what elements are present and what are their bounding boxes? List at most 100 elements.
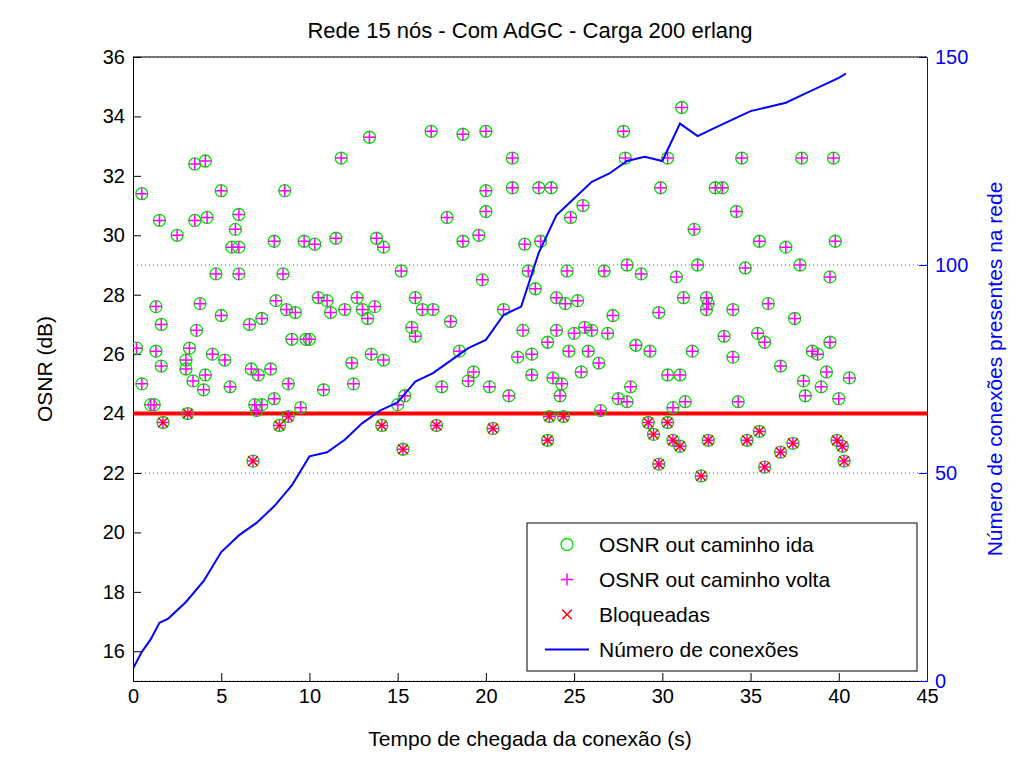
point: [432, 421, 442, 431]
tick: 20: [475, 673, 497, 707]
point: [635, 268, 647, 280]
point: [275, 421, 285, 431]
point: [318, 384, 330, 396]
point: [256, 312, 268, 324]
point: [612, 393, 624, 405]
point: [283, 412, 293, 422]
point: [416, 304, 428, 316]
tick: 50: [919, 462, 957, 484]
legend-label: Número de conexões: [599, 638, 799, 661]
point: [730, 206, 742, 218]
point: [547, 372, 559, 384]
chart: 0510152025303540451618202224262830323436…: [0, 0, 1024, 768]
legend-symbol: [561, 574, 573, 586]
title: Rede 15 nós - Com AdGC - Carga 200 erlan…: [307, 18, 752, 43]
series: [158, 409, 849, 481]
point: [487, 422, 499, 434]
point: [191, 324, 203, 336]
point: [436, 381, 448, 393]
point: [642, 416, 654, 428]
point: [182, 408, 194, 420]
point: [794, 259, 806, 271]
point: [545, 182, 557, 194]
point: [695, 470, 707, 482]
tick-mark: [133, 473, 141, 474]
point: [150, 301, 162, 313]
point: [727, 351, 739, 363]
tick-mark: [133, 176, 141, 177]
tick: 35: [740, 673, 762, 707]
point: [286, 333, 298, 345]
point: [215, 310, 227, 322]
tick-mark: [133, 116, 141, 117]
point: [351, 292, 363, 304]
point: [787, 437, 799, 449]
point: [189, 214, 201, 226]
point: [794, 259, 806, 271]
tick-label: 25: [563, 685, 585, 707]
point: [836, 440, 848, 452]
point: [630, 339, 642, 351]
point: [312, 292, 324, 304]
point: [526, 369, 538, 381]
point: [519, 238, 531, 250]
point: [595, 405, 607, 417]
point: [370, 232, 382, 244]
point: [533, 182, 545, 194]
point: [732, 396, 744, 408]
point: [572, 295, 584, 307]
point: [788, 438, 798, 448]
point: [480, 185, 492, 197]
point: [425, 125, 437, 137]
y2-axis: 050100150: [919, 46, 968, 692]
point: [759, 461, 771, 473]
point: [618, 125, 630, 137]
point: [739, 262, 751, 274]
point: [670, 271, 682, 283]
point: [256, 312, 268, 324]
point: [503, 390, 515, 402]
point: [219, 354, 231, 366]
tick-label: 10: [299, 685, 321, 707]
point: [563, 345, 575, 357]
point: [543, 411, 555, 423]
point: [457, 235, 469, 247]
point: [194, 298, 206, 310]
point: [378, 241, 390, 253]
plot-area: 0510152025303540451618202224262830323436…: [103, 46, 969, 707]
point: [667, 434, 679, 446]
point: [363, 131, 375, 143]
legend-symbol: [561, 539, 573, 551]
series: [133, 102, 855, 482]
point: [787, 437, 799, 449]
tick: 15: [387, 673, 409, 707]
point: [674, 440, 686, 452]
y2-axis-title: Número de conexões presentes na rede: [983, 182, 1006, 557]
point: [233, 268, 245, 280]
point: [457, 235, 469, 247]
point: [206, 348, 218, 360]
tick-label: 26: [103, 343, 125, 365]
point: [727, 351, 739, 363]
point: [533, 182, 545, 194]
point: [251, 405, 263, 417]
point: [517, 324, 529, 336]
point: [252, 369, 264, 381]
tick-label: 15: [387, 685, 409, 707]
point: [542, 336, 554, 348]
tick: 32: [103, 165, 141, 187]
point: [582, 345, 594, 357]
point: [836, 440, 848, 452]
point: [753, 235, 765, 247]
point: [577, 200, 589, 212]
tick-mark: [133, 651, 141, 652]
point: [183, 342, 195, 354]
point: [586, 324, 598, 336]
point: [799, 390, 811, 402]
point: [289, 307, 301, 319]
point: [812, 348, 824, 360]
point: [409, 292, 421, 304]
point: [378, 241, 390, 253]
point: [303, 333, 315, 345]
axis-line: [133, 58, 134, 682]
